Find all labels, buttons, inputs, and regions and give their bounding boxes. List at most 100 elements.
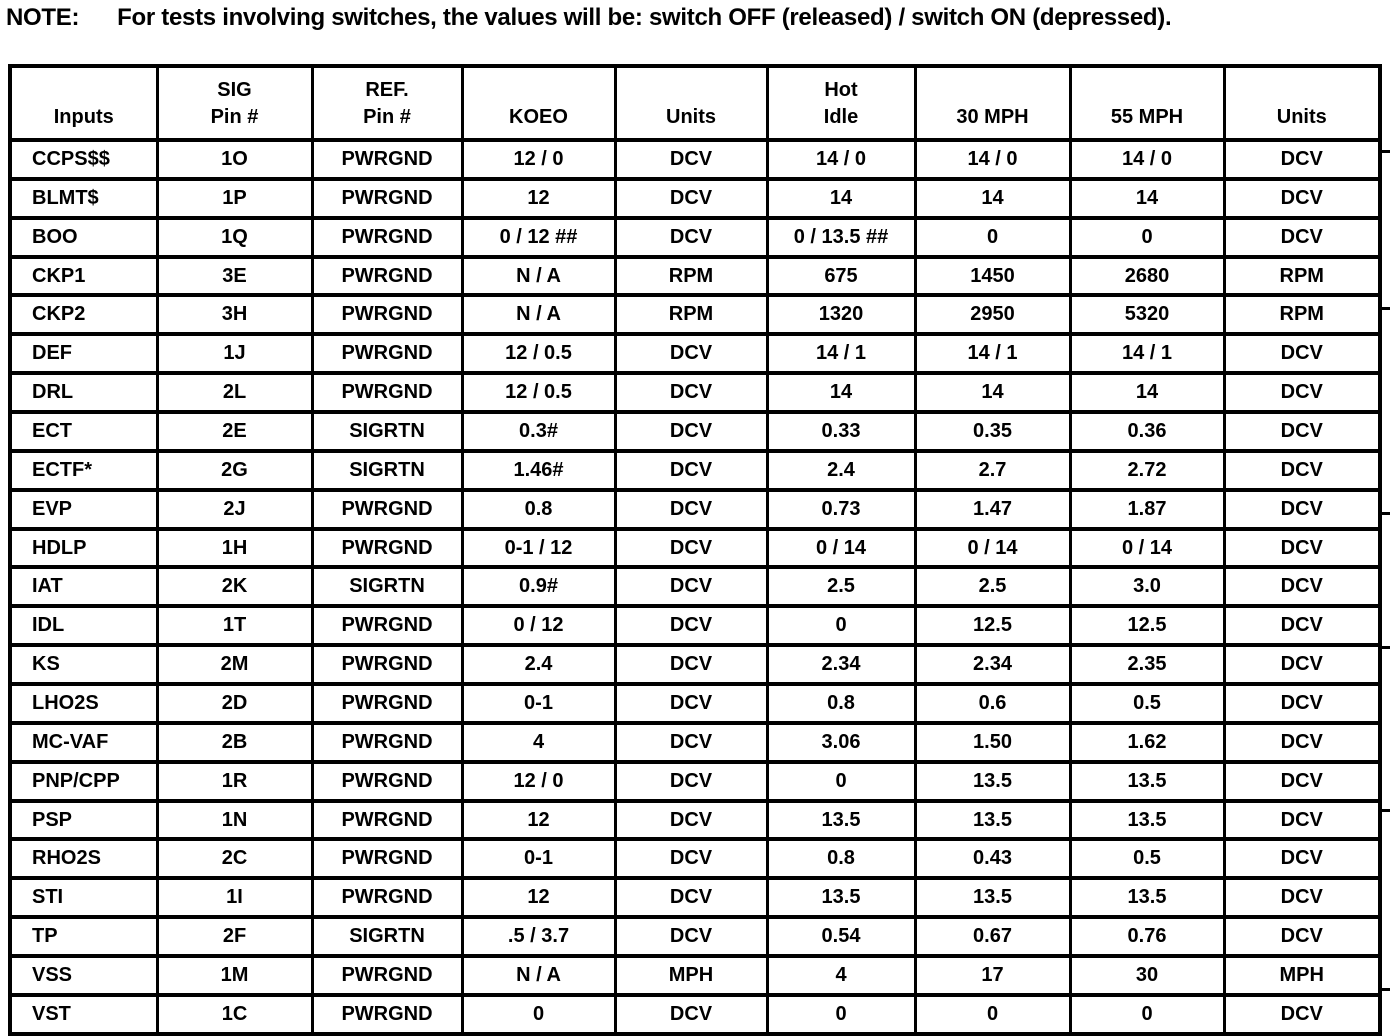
cell-hot-idle: 3.06 [765,720,917,764]
cell-inputs: HDLP [8,526,159,570]
cell-units-drive: DCV [1222,759,1382,803]
cell-30-mph: 17 [913,954,1072,997]
cell-units-drive: DCV [1222,371,1382,415]
cell-hot-idle: 14 [765,371,917,415]
cell-inputs: ECT [8,410,159,453]
cell-units-koeo: DCV [613,138,769,181]
cell-units-drive: MPH [1222,954,1382,997]
cell-units-koeo: DCV [613,837,769,881]
cell-units-koeo: DCV [613,682,769,725]
cell-55-mph: 0 / 14 [1068,526,1226,570]
table-body: CCPS$$ 1O PWRGND 12 / 0 DCV 14 / 0 14 / 0 14 / … [8,138,1382,1036]
switch-test-note: NOTE: For tests involving switches, the v… [6,4,1172,32]
cell-koeo: 0 [460,992,617,1036]
cell-units-koeo: RPM [613,293,769,337]
cell-units-koeo: DCV [613,798,769,842]
cell-sig-pin: 2K [155,565,314,609]
cell-units-koeo: DCV [613,876,769,920]
table-row: BOO 1Q PWRGND 0 / 12 ## DCV 0 / 13.5 ## 0 0 DCV [8,215,1382,259]
cell-55-mph: 13.5 [1068,798,1226,842]
cell-hot-idle: 2.5 [765,565,917,609]
cell-ref-pin: PWRGND [310,759,464,803]
column-header-30-mph: 30 MPH [913,64,1072,142]
cell-units-drive: DCV [1222,876,1382,920]
cell-hot-idle: 0.8 [765,837,917,881]
column-header-sig-pin: SIG Pin # [155,64,314,142]
cell-30-mph: 0 [913,215,1072,259]
cell-55-mph: 2680 [1068,254,1226,298]
cell-hot-idle: 0.73 [765,487,917,531]
cell-koeo: 0 / 12 ## [460,215,617,259]
cell-30-mph: 0.43 [913,837,1072,881]
cell-units-drive: DCV [1222,448,1382,492]
cell-units-drive: DCV [1222,682,1382,725]
cell-units-koeo: DCV [613,915,769,959]
cell-inputs: IDL [8,604,159,648]
cell-units-koeo: DCV [613,487,769,531]
cell-hot-idle: 0.33 [765,410,917,453]
cell-inputs: EVP [8,487,159,531]
table-row: HDLP 1H PWRGND 0-1 / 12 DCV 0 / 14 0 / 14 0 / 1… [8,526,1382,570]
cell-inputs: TP [8,915,159,959]
table-row: ECTF* 2G SIGRTN 1.46# DCV 2.4 2.7 2.72 DCV [8,448,1382,492]
cell-koeo: 12 / 0 [460,759,617,803]
cell-sig-pin: 2C [155,837,314,881]
cell-hot-idle: 14 / 0 [765,138,917,181]
cell-30-mph: 0 [913,992,1072,1036]
cell-sig-pin: 3H [155,293,314,337]
cell-sig-pin: 1N [155,798,314,842]
cell-55-mph: 13.5 [1068,876,1226,920]
column-header-units-drive: Units [1222,64,1382,142]
cell-ref-pin: SIGRTN [310,410,464,453]
cell-hot-idle: 1320 [765,293,917,337]
cell-ref-pin: PWRGND [310,215,464,259]
table-row: ECT 2E SIGRTN 0.3# DCV 0.33 0.35 0.36 DCV [8,410,1382,453]
cell-koeo: 12 [460,876,617,920]
cell-koeo: 0 / 12 [460,604,617,648]
cell-koeo: 12 / 0.5 [460,332,617,376]
cell-hot-idle: 0 / 14 [765,526,917,570]
cell-koeo: N / A [460,254,617,298]
table-row: DEF 1J PWRGND 12 / 0.5 DCV 14 / 1 14 / 1 14 / 1… [8,332,1382,376]
cell-koeo: .5 / 3.7 [460,915,617,959]
scan-artifact-dash [1381,809,1390,812]
cell-ref-pin: PWRGND [310,254,464,298]
table-row: STI 1I PWRGND 12 DCV 13.5 13.5 13.5 DCV [8,876,1382,920]
cell-ref-pin: PWRGND [310,604,464,648]
cell-30-mph: 1.50 [913,720,1072,764]
cell-55-mph: 0 [1068,992,1226,1036]
cell-units-drive: DCV [1222,410,1382,453]
cell-ref-pin: PWRGND [310,992,464,1036]
cell-hot-idle: 0 / 13.5 ## [765,215,917,259]
cell-30-mph: 0 / 14 [913,526,1072,570]
scan-artifact-dash [1381,646,1390,649]
cell-ref-pin: PWRGND [310,332,464,376]
cell-koeo: 4 [460,720,617,764]
cell-inputs: BOO [8,215,159,259]
cell-sig-pin: 2G [155,448,314,492]
note-label: NOTE: [6,4,80,31]
cell-units-koeo: DCV [613,448,769,492]
cell-inputs: VST [8,992,159,1036]
cell-units-koeo: RPM [613,254,769,298]
scan-artifact-dash [1381,307,1390,310]
cell-inputs: DRL [8,371,159,415]
cell-ref-pin: PWRGND [310,138,464,181]
cell-hot-idle: 14 / 1 [765,332,917,376]
cell-30-mph: 14 / 1 [913,332,1072,376]
cell-units-drive: DCV [1222,332,1382,376]
table-row: LHO2S 2D PWRGND 0-1 DCV 0.8 0.6 0.5 DCV [8,682,1382,725]
table-row: VST 1C PWRGND 0 DCV 0 0 0 DCV [8,992,1382,1036]
cell-30-mph: 0.35 [913,410,1072,453]
header-row: Inputs SIG Pin # REF. Pin # KOEO Units Hot Id… [8,64,1382,142]
table-row: VSS 1M PWRGND N / A MPH 4 17 30 MPH [8,954,1382,997]
cell-inputs: VSS [8,954,159,997]
cell-hot-idle: 0 [765,604,917,648]
cell-koeo: 12 [460,798,617,842]
cell-inputs: CKP2 [8,293,159,337]
cell-koeo: 0-1 / 12 [460,526,617,570]
cell-sig-pin: 1M [155,954,314,997]
column-header-units-koeo: Units [613,64,769,142]
cell-units-koeo: DCV [613,410,769,453]
cell-ref-pin: PWRGND [310,176,464,220]
